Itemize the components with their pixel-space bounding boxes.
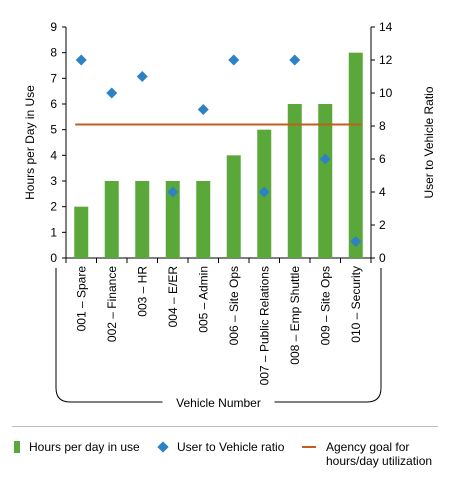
- ratio-series: [75, 54, 362, 247]
- x-tick-label: 004 – E/ER: [166, 266, 180, 328]
- y-tick-label: 3: [50, 174, 57, 188]
- y-tick-label: 7: [50, 71, 57, 85]
- y-tick-label: 1: [50, 225, 57, 239]
- x-tick-label: 007 – Public Relations: [257, 266, 271, 385]
- legend-goal-text: Agency goal for hours/day utilization: [326, 440, 432, 468]
- x-tick-label: 001 – Spare: [74, 266, 88, 332]
- bar: [287, 104, 302, 258]
- ratio-point: [197, 104, 209, 115]
- x-tick-label: 010 – Security: [349, 266, 363, 343]
- ratio-point: [350, 236, 362, 247]
- category-bracket: [55, 268, 382, 403]
- y-tick-label: 4: [50, 148, 57, 162]
- y2-tick-label: 8: [379, 119, 386, 133]
- legend-label-hours: Hours per day in use: [29, 440, 140, 454]
- bar: [74, 206, 89, 258]
- ratio-point: [289, 54, 301, 66]
- x-tick-label: 009 – Site Ops: [318, 266, 332, 345]
- bar: [348, 52, 363, 258]
- legend-divider: [12, 426, 438, 427]
- y2-tick-label: 10: [379, 86, 393, 100]
- y-tick-label: 2: [50, 200, 57, 214]
- bar: [135, 181, 150, 258]
- y-tick-label: 6: [50, 97, 57, 111]
- x-tick-label: 002 – Finance: [105, 266, 119, 342]
- y2-tick-label: 14: [379, 20, 393, 34]
- y-tick-label: 9: [50, 20, 57, 34]
- x-tick-label: 003 – HR: [135, 266, 149, 317]
- y2-tick-label: 12: [379, 53, 393, 67]
- legend-line-swatch: [302, 446, 316, 448]
- y2-axis-title: User to Vehicle Ratio: [422, 86, 436, 198]
- legend-label-goal-1: Agency goal for: [326, 440, 410, 454]
- legend: Hours per day in use User to Vehicle rat…: [0, 426, 450, 480]
- legend-label-goal-2: hours/day utilization: [326, 454, 433, 468]
- ratio-point: [228, 54, 240, 66]
- ratio-point: [75, 54, 87, 66]
- bar: [196, 181, 211, 258]
- y2-tick-label: 6: [379, 152, 386, 166]
- ratio-point: [136, 71, 148, 82]
- bar: [165, 181, 180, 258]
- x-tick-label: 006 – Site Ops: [227, 266, 241, 345]
- y2-tick-label: 0: [379, 251, 386, 265]
- x-axis-title: Vehicle Number: [176, 396, 261, 410]
- bar: [104, 181, 119, 258]
- y-tick-label: 8: [50, 46, 57, 60]
- x-tick-label: 005 – Admin: [196, 266, 210, 333]
- y-tick-label: 5: [50, 123, 57, 137]
- ratio-point: [167, 186, 179, 198]
- bar: [226, 155, 241, 258]
- legend-item-goal: Agency goal for hours/day utilization: [302, 440, 432, 468]
- bar-series: [74, 52, 363, 258]
- y2-tick-label: 4: [379, 185, 386, 199]
- ratio-point: [319, 153, 331, 165]
- legend-item-ratio: User to Vehicle ratio: [156, 440, 284, 454]
- legend-label-ratio: User to Vehicle ratio: [177, 440, 285, 454]
- y-axis-title: Hours per Day in Use: [23, 85, 37, 200]
- legend-diamond-swatch: [157, 441, 169, 453]
- y2-tick-label: 2: [379, 218, 386, 232]
- y-tick-label: 0: [50, 251, 57, 265]
- legend-item-hours: Hours per day in use: [14, 440, 140, 454]
- legend-bar-swatch: [14, 441, 20, 453]
- ratio-point: [258, 186, 270, 198]
- bar: [318, 104, 333, 258]
- ratio-point: [106, 87, 118, 99]
- x-tick-label: 008 – Emp Shuttle: [288, 266, 302, 365]
